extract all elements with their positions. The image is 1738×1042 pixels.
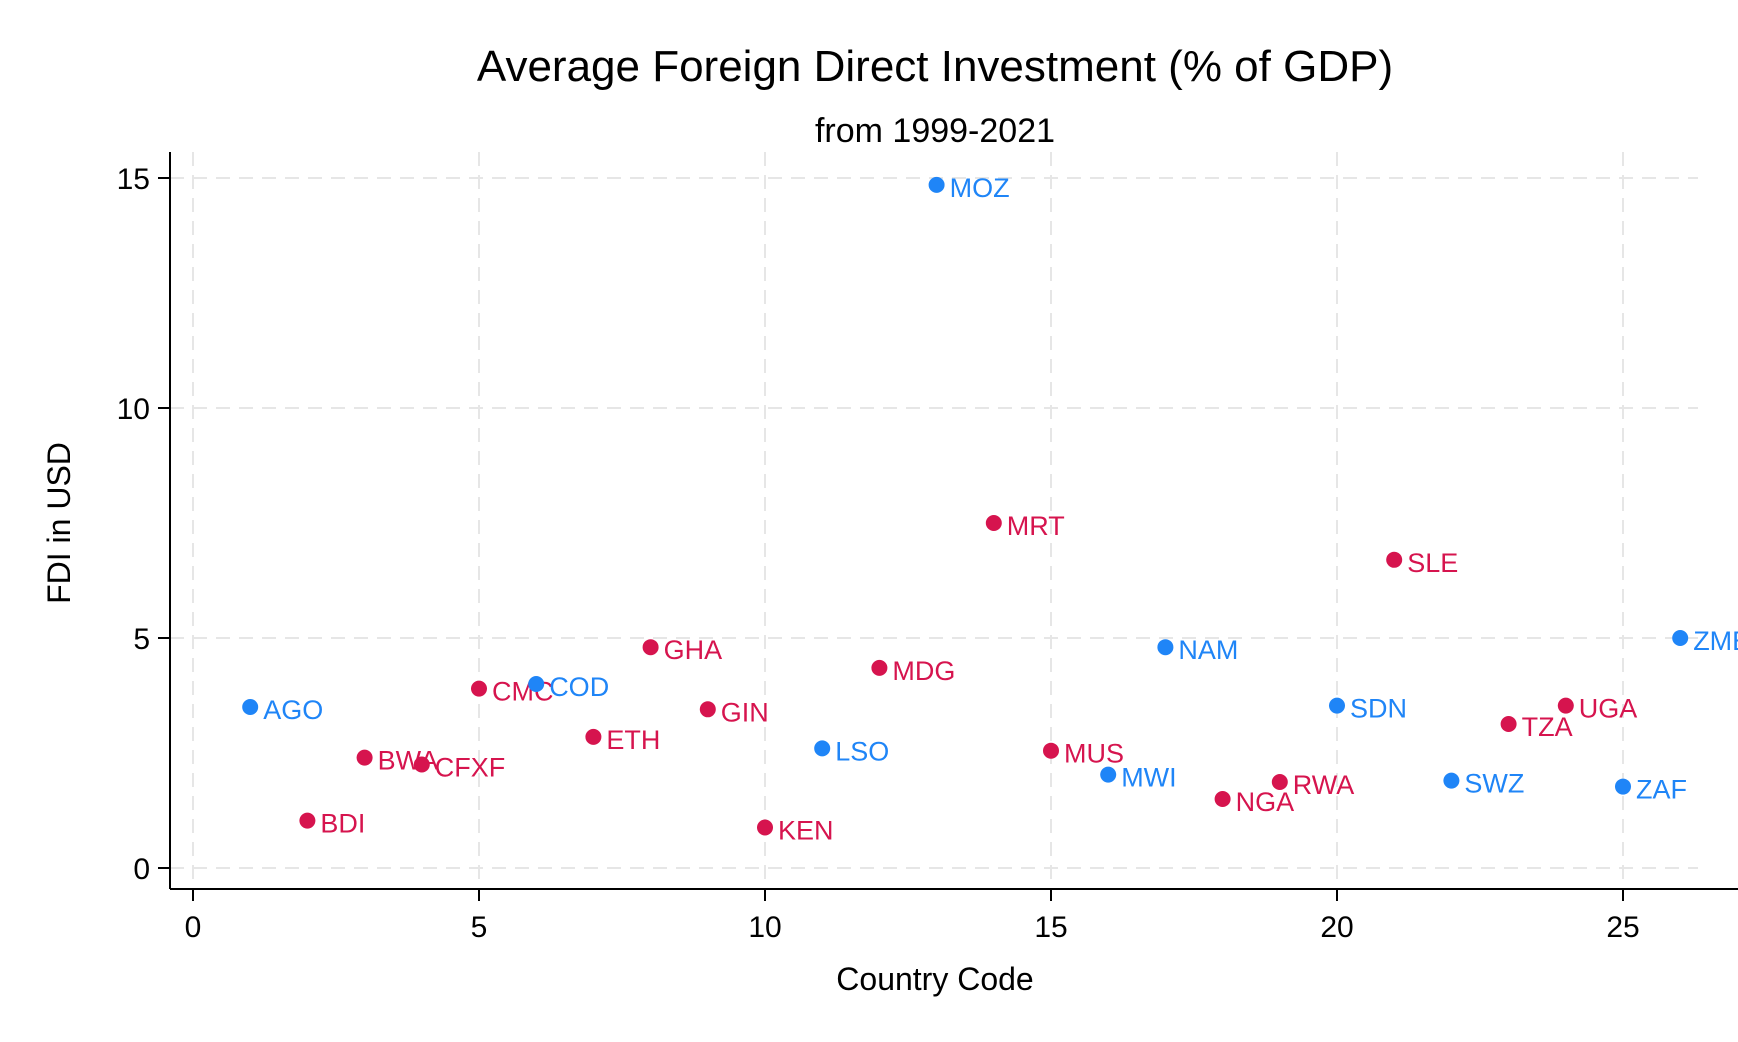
point-label-ago: AGO <box>263 695 323 725</box>
point-label-tza: TZA <box>1522 712 1573 742</box>
point-label-zmb: ZMB <box>1693 626 1738 656</box>
data-point-mrt <box>985 515 1002 531</box>
point-label-nga: NGA <box>1236 787 1295 817</box>
data-point-nam <box>1157 639 1174 656</box>
y-tick-label: 15 <box>117 163 150 196</box>
point-label-nam: NAM <box>1178 635 1238 665</box>
data-point-zmb <box>1672 630 1689 646</box>
data-point-zaf <box>1615 778 1631 795</box>
x-tick-label: 15 <box>1034 911 1067 944</box>
point-label-gha: GHA <box>664 635 723 665</box>
point-label-cod: COD <box>549 672 609 702</box>
grid-layer <box>170 152 1698 879</box>
data-point-swz <box>1443 772 1460 789</box>
point-label-rwa: RWA <box>1293 770 1355 800</box>
data-point-tza <box>1500 716 1517 733</box>
data-point-ago <box>242 699 259 715</box>
data-point-bdi <box>299 812 316 829</box>
data-point-ken <box>757 819 773 836</box>
x-axis-label: Country Code <box>836 961 1033 997</box>
point-label-bdi: BDI <box>320 809 365 839</box>
x-tick-label: 5 <box>471 911 488 944</box>
y-tick-label: 5 <box>133 623 150 656</box>
y-tick-label: 10 <box>117 393 150 426</box>
data-point-bwa <box>356 749 373 766</box>
data-point-cod <box>528 676 545 692</box>
point-label-sle: SLE <box>1407 548 1458 578</box>
point-label-eth: ETH <box>606 725 660 755</box>
x-tick-label: 25 <box>1606 911 1639 944</box>
point-label-cfxf: CFXF <box>435 753 506 783</box>
axes-layer: 0 5 10 15 0 5 10 15 20 25 <box>117 152 1738 944</box>
data-point-uga <box>1557 697 1574 714</box>
point-label-uga: UGA <box>1579 694 1638 724</box>
point-label-ken: KEN <box>778 816 834 846</box>
point-label-lso: LSO <box>835 736 889 766</box>
point-label-mrt: MRT <box>1007 511 1065 541</box>
point-label-swz: SWZ <box>1464 769 1524 799</box>
data-point-cmc <box>471 680 487 697</box>
data-point-eth <box>585 728 602 745</box>
data-point-gin <box>699 701 716 718</box>
x-tick-label: 20 <box>1320 911 1353 944</box>
chart-title: Average Foreign Direct Investment (% of … <box>477 42 1393 91</box>
point-label-mdg: MDG <box>892 656 955 686</box>
data-point-mdg <box>871 659 888 676</box>
point-label-mwi: MWI <box>1121 763 1176 793</box>
point-label-cmc: CMC <box>492 677 554 707</box>
x-tick-label: 0 <box>185 911 202 944</box>
data-point-rwa <box>1271 773 1288 790</box>
data-point-gha <box>642 639 659 656</box>
data-point-nga <box>1214 791 1231 807</box>
data-point-moz <box>928 176 945 193</box>
data-point-cfxf <box>413 756 430 773</box>
point-label-mus: MUS <box>1064 739 1124 769</box>
data-point-sle <box>1386 551 1403 568</box>
data-point-lso <box>814 740 831 757</box>
point-label-moz: MOZ <box>950 173 1010 203</box>
data-point-sdn <box>1329 697 1345 714</box>
point-label-bwa: BWA <box>378 746 439 776</box>
y-tick-label: 0 <box>133 853 150 886</box>
data-point-mwi <box>1100 766 1117 783</box>
chart-subtitle: from 1999-2021 <box>815 112 1055 150</box>
point-label-zaf: ZAF <box>1636 775 1687 805</box>
data-point-mus <box>1043 742 1059 759</box>
point-label-sdn: SDN <box>1350 694 1407 724</box>
point-label-gin: GIN <box>721 697 769 727</box>
x-tick-label: 10 <box>748 911 781 944</box>
y-axis-label: FDI in USD <box>41 442 77 604</box>
